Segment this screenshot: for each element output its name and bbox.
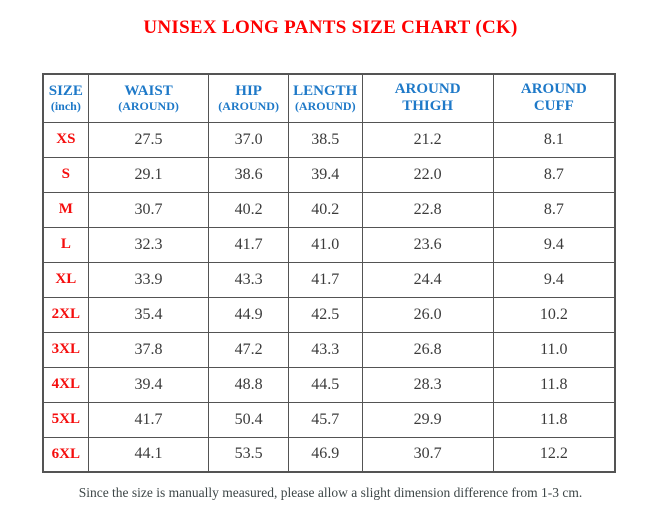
table-row-3xl: 3XL 37.8 47.2 43.3 26.8 11.0 [42, 331, 616, 368]
length-value: 46.9 [287, 436, 363, 473]
length-value: 41.0 [287, 226, 363, 263]
hip-value: 50.4 [208, 401, 289, 438]
waist-value: 32.3 [87, 226, 210, 263]
size-label: XL [42, 261, 89, 298]
column-header-size-label: SIZE [48, 82, 83, 99]
hip-value: 43.3 [208, 261, 289, 298]
thigh-value: 29.9 [361, 401, 494, 438]
hip-value: 40.2 [208, 191, 289, 228]
thigh-value: 23.6 [361, 226, 494, 263]
cuff-value: 11.8 [492, 366, 616, 403]
size-label: M [42, 191, 89, 228]
thigh-value: 22.8 [361, 191, 494, 228]
thigh-value: 30.7 [361, 436, 494, 473]
waist-value: 33.9 [87, 261, 210, 298]
cuff-value: 8.1 [492, 121, 616, 158]
cuff-value: 8.7 [492, 156, 616, 193]
length-value: 40.2 [287, 191, 363, 228]
waist-value: 44.1 [87, 436, 210, 473]
table-row-6xl: 6XL 44.1 53.5 46.9 30.7 12.2 [42, 436, 616, 473]
size-label: 3XL [42, 331, 89, 368]
cuff-value: 11.0 [492, 331, 616, 368]
column-header-thigh-label2: THIGH [402, 98, 454, 115]
size-chart-table-container: SIZE (inch) WAIST (AROUND) HIP (AROUND) … [42, 73, 616, 473]
thigh-value: 21.2 [361, 121, 494, 158]
length-value: 44.5 [287, 366, 363, 403]
column-header-length-sub: (AROUND) [294, 98, 356, 113]
table-row-5xl: 5XL 41.7 50.4 45.7 29.9 11.8 [42, 401, 616, 438]
table-row-xs: XS 27.5 37.0 38.5 21.2 8.1 [42, 121, 616, 158]
thigh-value: 26.0 [361, 296, 494, 333]
column-header-waist-sub: (AROUND) [118, 98, 179, 113]
size-label: 2XL [42, 296, 89, 333]
column-header-size: SIZE (inch) [42, 73, 89, 123]
waist-value: 35.4 [87, 296, 210, 333]
waist-value: 39.4 [87, 366, 210, 403]
size-label: XS [42, 121, 89, 158]
hip-value: 48.8 [208, 366, 289, 403]
waist-value: 29.1 [87, 156, 210, 193]
column-header-cuff-label1: AROUND [520, 81, 587, 97]
column-header-hip-label: HIP [235, 82, 262, 99]
waist-value: 37.8 [87, 331, 210, 368]
length-value: 39.4 [287, 156, 363, 193]
cuff-value: 8.7 [492, 191, 616, 228]
column-header-thigh-label1: AROUND [394, 81, 461, 97]
size-label: L [42, 226, 89, 263]
hip-value: 53.5 [208, 436, 289, 473]
thigh-value: 28.3 [361, 366, 494, 403]
table-row-s: S 29.1 38.6 39.4 22.0 8.7 [42, 156, 616, 193]
hip-value: 41.7 [208, 226, 289, 263]
column-header-cuff-label2: CUFF [533, 98, 574, 115]
length-value: 45.7 [287, 401, 363, 438]
hip-value: 47.2 [208, 331, 289, 368]
cuff-value: 12.2 [492, 436, 616, 473]
table-row-m: M 30.7 40.2 40.2 22.8 8.7 [42, 191, 616, 228]
hip-value: 38.6 [208, 156, 289, 193]
column-header-length-label: LENGTH [293, 82, 358, 99]
length-value: 42.5 [287, 296, 363, 333]
table-row-2xl: 2XL 35.4 44.9 42.5 26.0 10.2 [42, 296, 616, 333]
column-header-hip: HIP (AROUND) [208, 73, 289, 123]
column-header-around-cuff: AROUND CUFF [492, 73, 616, 123]
size-label: 6XL [42, 436, 89, 473]
size-label: S [42, 156, 89, 193]
page-title: UNISEX LONG PANTS SIZE CHART (CK) [143, 17, 518, 38]
column-header-waist: WAIST (AROUND) [87, 73, 210, 123]
table-row-xl: XL 33.9 43.3 41.7 24.4 9.4 [42, 261, 616, 298]
hip-value: 37.0 [208, 121, 289, 158]
size-chart-table: SIZE (inch) WAIST (AROUND) HIP (AROUND) … [42, 73, 616, 473]
length-value: 38.5 [287, 121, 363, 158]
cuff-value: 9.4 [492, 226, 616, 263]
column-header-hip-sub: (AROUND) [218, 98, 279, 113]
column-header-around-thigh: AROUND THIGH [361, 73, 494, 123]
thigh-value: 24.4 [361, 261, 494, 298]
table-row-4xl: 4XL 39.4 48.8 44.5 28.3 11.8 [42, 366, 616, 403]
waist-value: 27.5 [87, 121, 210, 158]
hip-value: 44.9 [208, 296, 289, 333]
length-value: 43.3 [287, 331, 363, 368]
waist-value: 30.7 [87, 191, 210, 228]
waist-value: 41.7 [87, 401, 210, 438]
table-row-l: L 32.3 41.7 41.0 23.6 9.4 [42, 226, 616, 263]
measurement-disclaimer-note: Since the size is manually measured, ple… [78, 485, 583, 500]
column-header-waist-label: WAIST [124, 82, 173, 99]
size-label: 5XL [42, 401, 89, 438]
column-header-size-unit: (inch) [50, 98, 81, 113]
thigh-value: 26.8 [361, 331, 494, 368]
column-header-length: LENGTH (AROUND) [287, 73, 363, 123]
cuff-value: 9.4 [492, 261, 616, 298]
cuff-value: 11.8 [492, 401, 616, 438]
length-value: 41.7 [287, 261, 363, 298]
cuff-value: 10.2 [492, 296, 616, 333]
thigh-value: 22.0 [361, 156, 494, 193]
header-row: SIZE (inch) WAIST (AROUND) HIP (AROUND) … [42, 73, 616, 123]
size-label: 4XL [42, 366, 89, 403]
